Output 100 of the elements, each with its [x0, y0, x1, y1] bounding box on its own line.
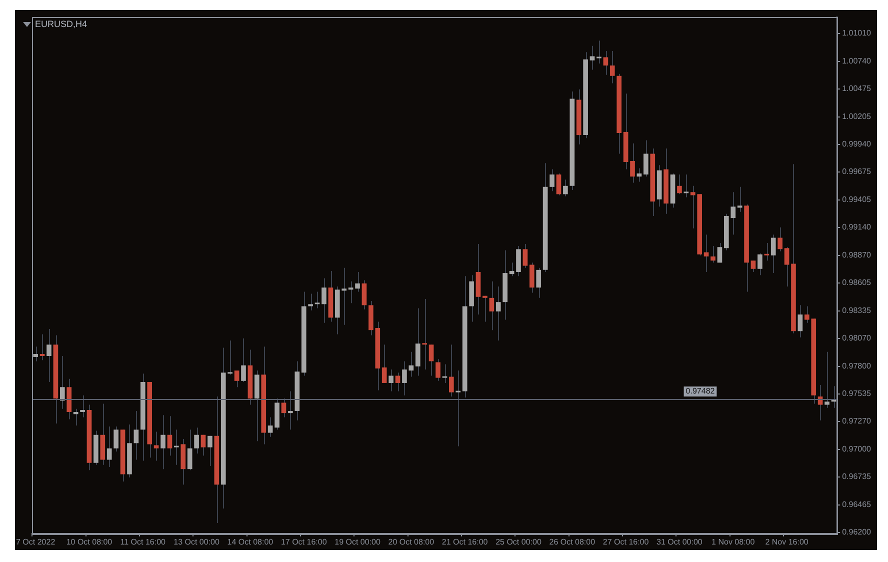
candlestick	[750, 260, 756, 272]
x-tick-label: 19 Oct 00:00	[334, 537, 381, 546]
x-tick-label: 17 Oct 16:00	[280, 537, 328, 546]
candlestick	[388, 369, 394, 392]
candlestick	[187, 429, 192, 471]
candlestick	[308, 293, 313, 311]
y-tick-label: 0.96735	[842, 472, 872, 482]
candlestick	[516, 246, 521, 277]
chart-title: EURUSD,H4	[35, 19, 88, 29]
candlestick	[33, 346, 38, 362]
candlestick	[522, 243, 528, 268]
y-tick-label: 0.98870	[842, 250, 872, 260]
y-tick-label: 1.00475	[842, 84, 872, 94]
y-tick-label: 0.97000	[842, 444, 872, 454]
candlestick	[254, 370, 260, 442]
x-tick-label: 14 Oct 08:00	[227, 537, 274, 546]
candlestick	[482, 295, 488, 322]
candlestick	[241, 338, 246, 382]
candlestick	[442, 364, 448, 384]
candlestick	[590, 45, 595, 70]
x-tick-label: 2 Nov 16:00	[765, 537, 809, 546]
candlestick	[194, 427, 199, 454]
ref-line-label: 0.97482	[686, 386, 716, 396]
candlestick	[174, 429, 179, 466]
y-tick-label: 0.97535	[842, 389, 872, 398]
candlestick	[630, 142, 635, 184]
x-tick-label: 31 Oct 00:00	[656, 537, 703, 546]
y-tick-label: 0.99940	[842, 140, 872, 149]
x-tick-label: 25 Oct 00:00	[496, 537, 542, 546]
candlestick	[60, 356, 65, 410]
candlestick	[200, 434, 206, 456]
candlestick	[322, 278, 326, 324]
candlestick	[704, 234, 709, 272]
candlestick	[536, 267, 542, 298]
y-tick-label: 0.99405	[842, 195, 872, 204]
candlestick	[737, 186, 742, 212]
candlestick	[758, 252, 762, 276]
candlestick	[563, 179, 568, 197]
candlestick	[167, 416, 172, 456]
candlestick	[355, 271, 360, 292]
candlestick	[509, 262, 514, 277]
candlestick	[717, 242, 722, 264]
candlestick	[496, 286, 501, 341]
candlestick	[106, 426, 112, 468]
y-tick-label: 0.96465	[842, 500, 872, 510]
candlestick	[382, 344, 387, 384]
candlestick	[395, 372, 400, 392]
candlestick	[778, 226, 782, 252]
y-tick-label: 0.96200	[842, 528, 872, 537]
candlestick	[529, 262, 534, 294]
candlestick	[314, 291, 320, 309]
candlestick	[348, 280, 354, 304]
candlestick	[436, 358, 440, 382]
candlestick	[596, 40, 602, 64]
x-tick-label: 26 Oct 08:00	[549, 537, 596, 546]
candlestick	[449, 344, 454, 397]
candlestick	[46, 328, 52, 382]
y-tick-label: 1.00740	[842, 56, 872, 66]
candlestick	[784, 246, 790, 288]
y-tick-label: 0.98605	[842, 278, 872, 288]
candlestick	[764, 242, 770, 262]
y-tick-label: 0.97800	[842, 362, 872, 371]
candlestick	[489, 280, 494, 331]
candlestick	[428, 344, 434, 376]
candlestick	[556, 172, 562, 196]
candlestick	[710, 246, 716, 264]
candlestick	[402, 360, 407, 396]
candlestick	[268, 416, 273, 438]
y-tick-label: 0.99140	[842, 222, 872, 232]
x-tick-label: 10 Oct 08:00	[66, 537, 113, 546]
candlestick	[40, 334, 45, 361]
candlestick	[603, 50, 608, 76]
candlestick	[160, 414, 166, 470]
x-tick-label: 20 Oct 08:00	[388, 537, 435, 546]
candlestick	[281, 398, 286, 418]
y-tick-label: 0.97270	[842, 416, 872, 426]
candlestick	[362, 280, 367, 310]
x-tick-label: 13 Oct 00:00	[174, 537, 220, 546]
candlestick	[422, 298, 428, 370]
y-tick-label: 0.98070	[842, 334, 872, 343]
candlestick	[114, 426, 118, 452]
x-tick-label: 7 Oct 2022	[16, 537, 56, 546]
candlestick	[208, 435, 212, 466]
candlestick	[636, 168, 642, 182]
candlestick	[234, 370, 240, 388]
y-tick-label: 1.01010	[842, 28, 872, 38]
x-tick-label: 21 Oct 16:00	[442, 537, 488, 546]
candlestick	[288, 390, 293, 430]
candlestick	[80, 394, 85, 418]
candlestick	[550, 168, 554, 192]
candlestick	[456, 370, 461, 447]
candlestick	[408, 351, 414, 378]
candlestick	[73, 408, 78, 426]
y-tick-label: 0.98335	[842, 306, 872, 316]
candlestick	[770, 234, 776, 274]
candlestick	[154, 431, 159, 462]
x-tick-label: 27 Oct 16:00	[602, 537, 650, 546]
candlestick	[134, 410, 139, 460]
x-tick-label: 1 Nov 08:00	[712, 537, 756, 546]
candlestick	[684, 174, 689, 198]
